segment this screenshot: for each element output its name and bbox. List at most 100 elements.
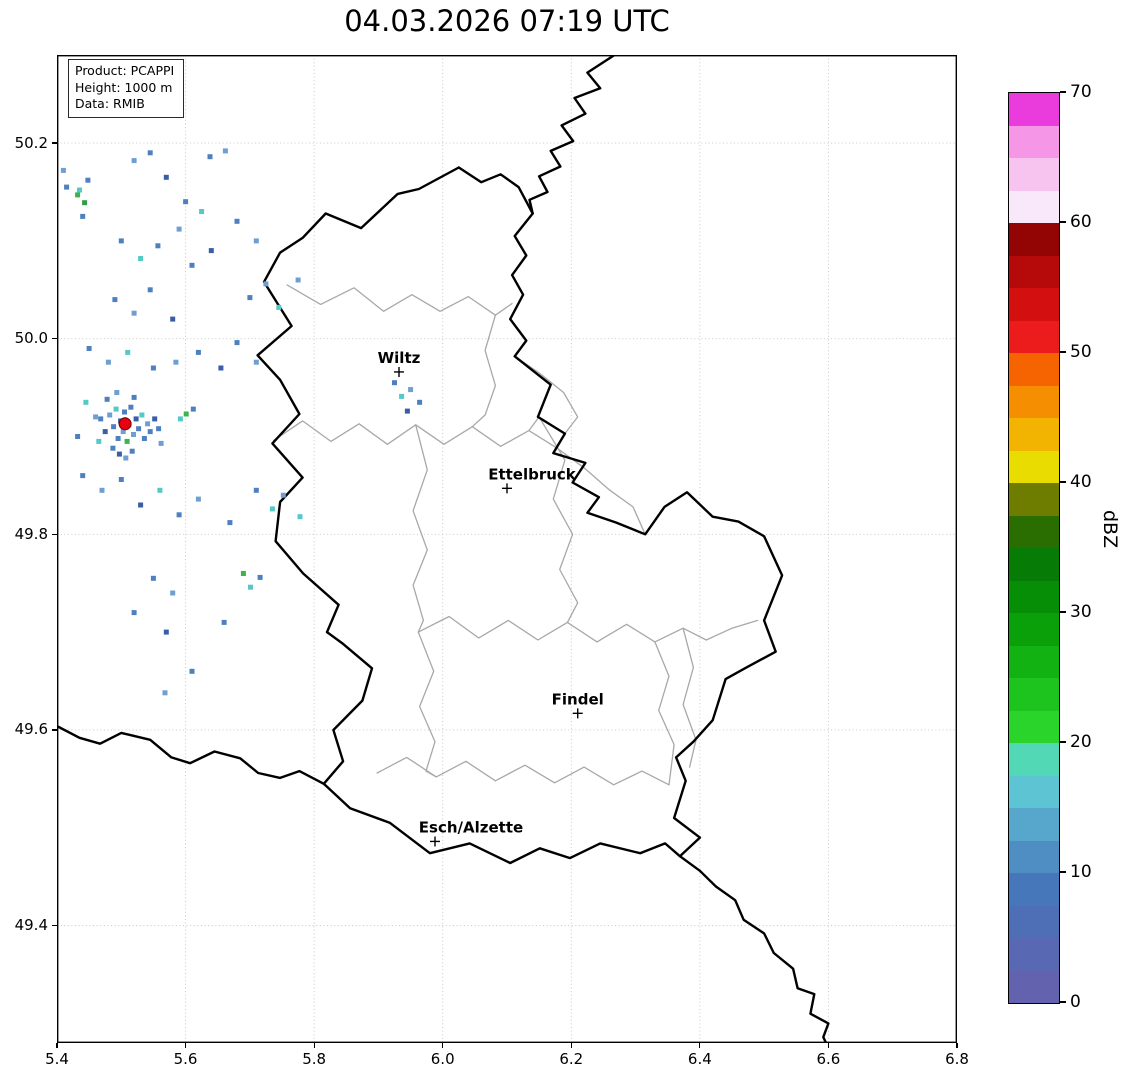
radar-echo-pixel [399,393,405,399]
radar-echo-pixel [133,416,139,422]
colorbar-axis-label: dBZ [1099,510,1121,549]
radar-echo-pixel [408,387,414,393]
city-marker [394,366,404,377]
info-line-product: Product: PCAPPI [75,63,175,78]
x-tick-label: 5.4 [45,1050,69,1068]
radar-echo-pixel [104,396,110,402]
colorbar-segment [1009,840,1059,873]
radar-echo-pixel [189,668,195,674]
radar-echo-pixel [138,256,144,261]
radar-echo-pixel [80,213,86,219]
radar-echo-pixel [208,248,214,254]
x-tick-label: 6.2 [559,1050,584,1068]
colorbar-segment [1009,450,1059,483]
radar-echo-pixel [163,174,169,180]
radar-echo-pixel [147,150,153,156]
radar-echo-pixel [170,316,176,322]
colorbar-segment [1009,255,1059,288]
radar-echo-pixel [263,281,269,287]
radar-echo-pixel [156,426,162,432]
radar-echo-pixel [221,619,227,625]
colorbar-tick-mark [1060,871,1066,873]
radar-echo-pixel [115,436,121,441]
radar-echo-pixel [257,574,263,580]
colorbar-segment [1009,938,1059,971]
colorbar-tick-label: 30 [1070,602,1092,622]
colorbar-tick-label: 10 [1070,862,1092,882]
x-tick-mark [827,1043,830,1048]
france-germany-border [678,855,830,1043]
city-label: Ettelbruck [488,465,577,483]
radar-echo-pixel [170,590,176,596]
belgium-france-border [57,724,325,785]
x-tick-label: 6.0 [430,1050,455,1068]
x-tick-label: 5.6 [173,1050,198,1068]
radar-echo-pixel [183,199,189,205]
x-tick-mark [56,1043,58,1048]
radar-echo-pixel [150,365,156,371]
colorbar-segment [1009,580,1059,613]
radar-echo-pixel [80,473,86,479]
radar-echo-pixel [64,184,70,190]
radar-echo-pixel [122,409,127,415]
radar-echo-pixel [190,406,196,412]
radar-echo-pixel [141,436,147,441]
radar-echo-pixel [152,416,158,422]
colorbar-segment [1009,775,1059,808]
radar-echo-pixel [183,411,189,417]
radar-echo-pixel [163,629,169,635]
radar-echo-pixel [253,359,259,365]
radar-echo-pixel [147,429,153,435]
city-label: Esch/Alzette [419,818,523,836]
map-plot-area: Wiltz Ettelbruck Findel Esch/Alzette Produc… [57,55,957,1043]
radar-echo-pixel [147,287,153,293]
district-border [471,314,497,428]
radar-echo-pixel [269,506,275,512]
radar-echo-pixel [155,243,161,249]
radar-echo-pixel [83,399,89,405]
map-svg: Wiltz Ettelbruck Findel Esch/Alzette [57,55,957,1043]
district-border [412,424,428,633]
district-border [417,615,759,643]
luxembourg-outline [256,166,784,865]
radar-echo-pixel [125,349,131,355]
radar-echo-pixel [189,262,195,268]
info-line-height: Height: 1000 m [75,79,173,95]
colorbar-segment [1009,320,1059,353]
colorbar-segment [1009,613,1059,646]
colorbar-segment [1009,515,1059,548]
colorbar-segment [1009,353,1059,386]
radar-echo-pixel [195,349,201,355]
colorbar-tick-label: 70 [1070,82,1092,102]
radar-echo-pixel [234,218,240,224]
radar-echo-pixel [295,277,301,283]
radar-echo-pixel [276,304,282,310]
colorbar [1008,92,1060,1004]
radar-echo-pixel [177,416,183,422]
city-marker [430,836,440,847]
radar-echo-pixel [112,297,118,303]
radar-echo-pixel [60,167,66,173]
info-box: Product: PCAPPI Height: 1000 m Data: RMI… [68,59,185,118]
colorbar-segment [1009,905,1059,938]
colorbar-segment [1009,223,1059,256]
radar-echo-pixel [136,426,142,432]
radar-echo-pixel [162,690,168,696]
radar-echo-pixel [111,424,117,430]
y-tick-label: 50.0 [14,329,48,348]
radar-echo-pixel [131,158,137,164]
colorbar-tick-mark [1060,91,1066,93]
colorbar-segment [1009,678,1059,711]
colorbar-segment [1009,158,1059,191]
colorbar-segment [1009,645,1059,678]
city-marker [572,708,583,719]
colorbar-segment [1009,808,1059,841]
x-tick-mark [442,1043,444,1048]
colorbar-segment [1009,418,1059,451]
x-tick-mark [956,1043,958,1048]
x-tick-label: 6.6 [816,1050,841,1068]
radar-echo-pixel [131,310,137,316]
radar-echo-pixel [176,512,182,518]
radar-echo-pixel [86,346,92,351]
radar-echo-pixel [234,340,240,346]
